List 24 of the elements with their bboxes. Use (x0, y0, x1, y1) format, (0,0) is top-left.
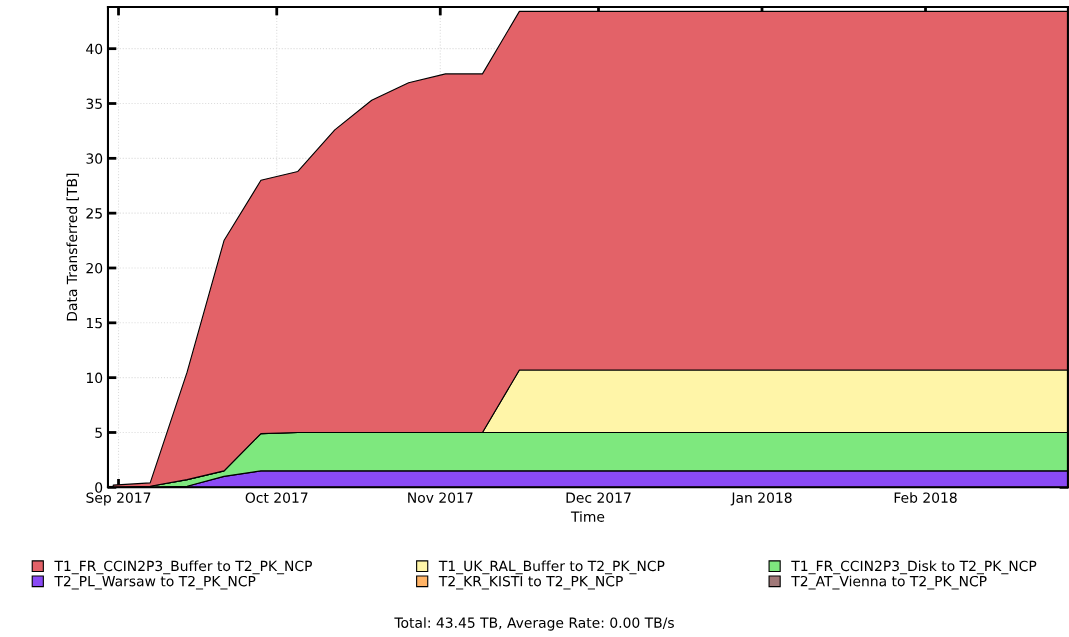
x-tick-label: Nov 2017 (408, 492, 473, 503)
x-tick-label: Dec 2017 (566, 492, 631, 503)
y-tick-label: 30 (86, 153, 103, 164)
legend-label: T2_AT_Vienna to T2_PK_NCP (791, 575, 987, 590)
text: Total: 43.45 TB, Average Rate: 0.00 TB/s (394, 617, 674, 631)
x-tick-label: Feb 2018 (894, 492, 957, 503)
x-axis-title: Time (570, 511, 605, 522)
legend-label: T2_PL_Warsaw to T2_PK_NCP (54, 575, 256, 590)
x-tick-label: Jan 2018 (730, 492, 792, 506)
y-tick-label: 20 (86, 262, 103, 274)
legend-label: T1_UK_RAL_Buffer to T2_PK_NCP (438, 560, 665, 575)
y-tick-label: 35 (86, 98, 102, 109)
y-tick-label: 0 (95, 482, 103, 493)
legend-label: T2_KR_KISTI to T2_PK_NCP (438, 575, 623, 590)
x-tick-label: Sep 2017 (86, 492, 151, 506)
y-tick-label: 25 (86, 208, 102, 219)
y-tick-label: 10 (86, 372, 103, 384)
x-tick-label: Oct 2017 (245, 492, 308, 503)
y-tick-label: 15 (86, 317, 102, 329)
y-tick-label: 40 (86, 43, 103, 55)
legend-label: T1_FR_CCIN2P3_Disk to T2_PK_NCP (791, 560, 1037, 575)
y-tick-label: 5 (95, 427, 102, 438)
legend-label: T1_FR_CCIN2P3_Buffer to T2_PK_NCP (54, 560, 312, 575)
y-axis-title: Data Transferred [TB] (66, 173, 79, 321)
